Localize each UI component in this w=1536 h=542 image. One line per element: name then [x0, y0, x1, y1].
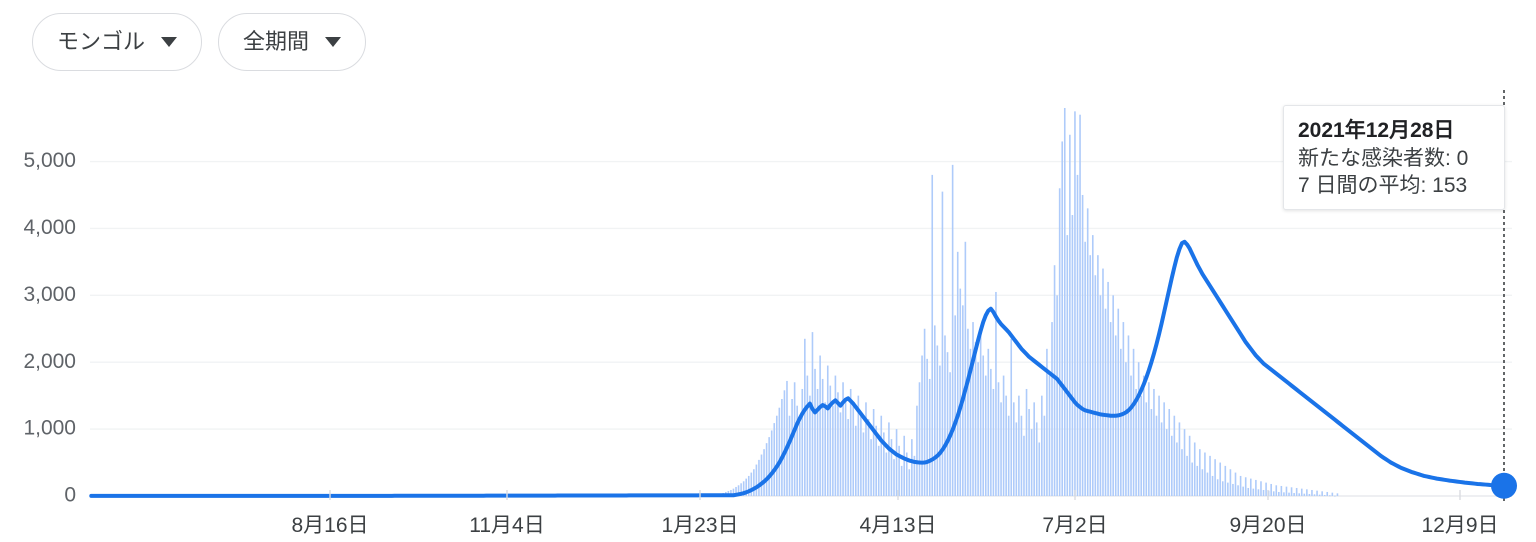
- x-axis-tick-label: 8月16日: [291, 514, 368, 537]
- filter-bar: モンゴル 全期間: [32, 13, 367, 71]
- y-axis-labels: 0 1,000 2,000 3,000 4,000 5,000: [23, 149, 76, 506]
- x-axis-labels: 8月16日 11月4日 1月23日 4月13日 7月2日 9月20日 12月9日: [291, 514, 1498, 537]
- tooltip-seven-day-average: 7 日間の平均: 153: [1298, 174, 1468, 198]
- region-dropdown-label: モンゴル: [57, 29, 146, 54]
- y-axis-tick-label: 3,000: [23, 283, 76, 306]
- covid-cases-chart[interactable]: 0 1,000 2,000 3,000 4,000 5,000 8月16日 11月4日 1月2…: [0, 90, 1536, 542]
- region-dropdown[interactable]: モンゴル: [32, 13, 203, 71]
- chevron-down-icon: [161, 37, 178, 47]
- chevron-down-icon: [325, 37, 342, 47]
- cursor-dot: [1491, 472, 1517, 499]
- period-dropdown-label: 全期間: [243, 29, 310, 54]
- x-axis-tick-label: 1月23日: [661, 514, 738, 537]
- tooltip-new-cases: 新たな感染者数: 0: [1298, 146, 1469, 170]
- y-axis-tick-label: 1,000: [23, 417, 76, 440]
- x-axis-tick-label: 12月9日: [1421, 514, 1498, 537]
- tooltip-date: 2021年12月28日: [1298, 119, 1455, 142]
- chart-tooltip: 2021年12月28日 新たな感染者数: 0 7 日間の平均: 153: [1283, 105, 1505, 211]
- daily-cases-bars: [90, 108, 1339, 497]
- y-axis-tick-label: 2,000: [23, 350, 76, 373]
- y-axis-tick-label: 0: [64, 484, 76, 507]
- x-axis-tick-label: 7月2日: [1042, 514, 1107, 537]
- x-axis-tick-label: 11月4日: [469, 514, 544, 537]
- period-dropdown[interactable]: 全期間: [218, 13, 367, 71]
- seven-day-average-line: [89, 239, 1513, 498]
- y-axis-tick-label: 4,000: [23, 216, 76, 239]
- gridlines: [90, 160, 1512, 497]
- x-axis-tick-label: 9月20日: [1229, 514, 1306, 537]
- x-axis-ticks: [329, 490, 1461, 500]
- chart-canvas[interactable]: 0 1,000 2,000 3,000 4,000 5,000 8月16日 11月4日 1月2…: [0, 90, 1536, 542]
- x-axis-tick-label: 4月13日: [859, 514, 936, 537]
- y-axis-tick-label: 5,000: [23, 149, 76, 172]
